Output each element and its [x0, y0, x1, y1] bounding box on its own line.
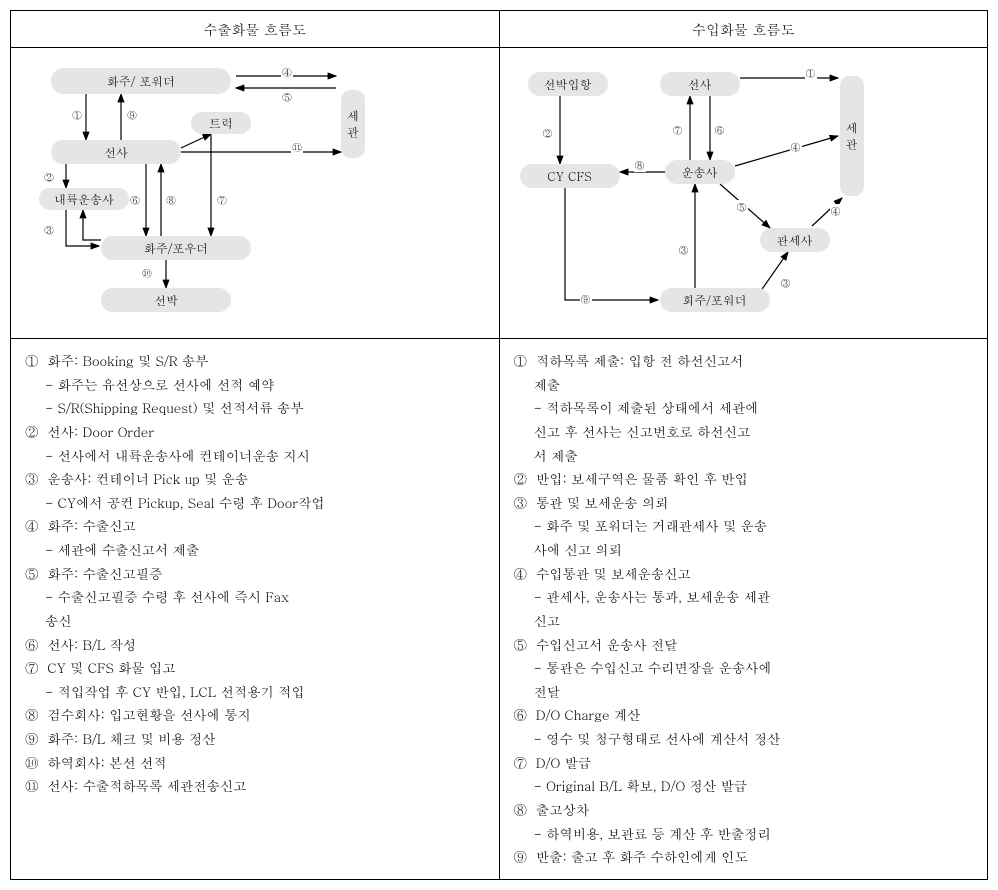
list-sub-item: - 관세사, 운송사는 통과, 보세운송 세관 — [514, 585, 974, 609]
edge-label: ③ — [780, 276, 792, 290]
list-item: ⑨ 화주: B/L 체크 및 비용 정산 — [25, 727, 485, 751]
list-item: ② 선사: Door Order — [25, 420, 485, 444]
list-item: ② 반입: 보세구역은 물품 확인 후 반입 — [514, 467, 974, 491]
list-sub-item: 전달 — [514, 680, 974, 704]
list-item: ⑤ 수입신고서 운송사 전달 — [514, 633, 974, 657]
list-sub-item: - 선사에서 내륙운송사에 컨테이너운송 지시 — [25, 444, 485, 468]
node-broker: 관세사 — [760, 228, 830, 252]
edge-label: ① — [71, 108, 83, 122]
export-description: ① 화주: Booking 및 S/R 송부- 화주는 유선상으로 선사에 선적… — [11, 339, 499, 808]
edge-label: ④ — [830, 204, 842, 218]
edge-label: ② — [542, 126, 554, 140]
edge-label: ⑦ — [216, 193, 228, 207]
list-item: ③ 운송사: 컨테이너 Pick up 및 운송 — [25, 467, 485, 491]
edge-label: ⑧ — [165, 193, 177, 207]
node-arrival: 선박입항 — [528, 72, 608, 96]
list-sub-item: 서 제출 — [514, 444, 974, 468]
list-item: ① 화주: Booking 및 S/R 송부 — [25, 349, 485, 373]
edge-label: ⑤ — [281, 90, 293, 104]
node-shipper3: 회주/포워더 — [660, 288, 770, 312]
edge-label: ③ — [678, 243, 690, 257]
edge-label: ⑨ — [580, 292, 592, 306]
list-item: ③ 통관 및 보세운송 의뢰 — [514, 491, 974, 515]
node-customs2: 세 관 — [840, 76, 864, 196]
export-flowchart: 화주/ 포워더트럭선사 세 관내륙운송사화주/포우더선박 ④ ⑤ ① ⑨ ⑪ ② ⑥ ⑧ ⑦ ③ ⑩ — [11, 48, 499, 338]
node-customs: 세 관 — [341, 90, 365, 158]
list-item: ⑪ 선사: 수출적하목록 세관전송신고 — [25, 774, 485, 798]
header-export: 수출화물 흐름도 — [11, 11, 500, 48]
node-shipper1: 화주/ 포워더 — [51, 68, 231, 94]
list-item: ④ 화주: 수출신고 — [25, 514, 485, 538]
node-cycfs: CY CFS — [520, 164, 620, 188]
list-item: ⑨ 반출: 출고 후 화주 수하인에게 인도 — [514, 845, 974, 869]
edge-label: ③ — [43, 223, 55, 237]
edge-label: ④ — [790, 140, 802, 154]
list-item: ⑥ D/O Charge 계산 — [514, 703, 974, 727]
import-flowchart: 선박입항 선사 세 관 CY CFS 운송사관세사회주/포워더 ① ② ⑦ ⑥ ④ ⑧ ⑤ ④ ③ ③ ⑨ — [500, 48, 988, 338]
list-sub-item: 사에 신고 의뢰 — [514, 538, 974, 562]
edge-label: ⑪ — [291, 140, 303, 154]
node-ship: 선박 — [101, 288, 231, 312]
edge-label: ⑧ — [634, 158, 646, 172]
edge-label: ① — [805, 66, 817, 80]
list-sub-item: - 통관은 수입신고 수리면장을 운송사에 — [514, 656, 974, 680]
list-item: ① 적하목록 제출: 입항 전 하선신고서 — [514, 349, 974, 373]
node-transport: 운송사 — [665, 160, 735, 184]
list-sub-item: - 화주는 유선상으로 선사에 선적 예약 — [25, 373, 485, 397]
list-sub-item: - 영수 및 청구형태로 선사에 계산서 정산 — [514, 727, 974, 751]
list-sub-item: - 적하목록이 제출된 상태에서 세관에 — [514, 396, 974, 420]
cargo-flow-table: 수출화물 흐름도 수입화물 흐름도 화주/ 포워더트럭선사세 관내륙운송사화주/… — [10, 10, 988, 880]
node-inland: 내륙운송사 — [39, 188, 129, 210]
list-item: ⑦ CY 및 CFS 화물 입고 — [25, 656, 485, 680]
node-truck: 트럭 — [191, 112, 251, 134]
list-item: ⑧ 출고상차 — [514, 798, 974, 822]
list-sub-item: - 수출신고필증 수령 후 선사에 즉시 Fax — [25, 585, 485, 609]
node-carrier2: 선사 — [660, 72, 740, 96]
list-sub-item: - Original B/L 확보, D/O 정산 발급 — [514, 774, 974, 798]
edge-label: ② — [43, 170, 55, 184]
list-sub-item: 제출 — [514, 373, 974, 397]
list-sub-item: - S/R(Shipping Request) 및 선적서류 송부 — [25, 396, 485, 420]
list-item: ⑧ 검수회사: 입고현황을 선사에 통지 — [25, 703, 485, 727]
list-sub-item: - 세관에 수출신고서 제출 — [25, 538, 485, 562]
edge-label: ⑤ — [736, 200, 748, 214]
list-item: ⑥ 선사: B/L 작성 — [25, 633, 485, 657]
list-sub-item: - 적입작업 후 CY 반입, LCL 선적용기 적입 — [25, 680, 485, 704]
list-item: ⑦ D/O 발급 — [514, 751, 974, 775]
list-sub-item: - CY에서 공컨 Pickup, Seal 수령 후 Door작업 — [25, 491, 485, 515]
list-sub-item: 신고 후 선사는 신고번호로 하선신고 — [514, 420, 974, 444]
list-item: ⑩ 하역회사: 본선 선적 — [25, 751, 485, 775]
edge-label: ⑥ — [714, 123, 726, 137]
import-description: ① 적하목록 제출: 입항 전 하선신고서제출- 적하목록이 제출된 상태에서 … — [500, 339, 988, 879]
edge-label: ⑦ — [672, 123, 684, 137]
list-sub-item: - 화주 및 포워더는 거래관세사 및 운송 — [514, 514, 974, 538]
node-carrier: 선사 — [51, 140, 181, 164]
list-item: ④ 수입통관 및 보세운송신고 — [514, 562, 974, 586]
node-shipper2: 화주/포우더 — [101, 236, 251, 260]
header-import: 수입화물 흐름도 — [499, 11, 988, 48]
edge-label: ⑩ — [141, 266, 153, 280]
edge-label: ⑨ — [126, 108, 138, 122]
list-sub-item: 송신 — [25, 609, 485, 633]
list-sub-item: 신고 — [514, 609, 974, 633]
edge-label: ⑥ — [129, 193, 141, 207]
edge-label: ④ — [281, 65, 293, 79]
list-sub-item: - 하역비용, 보관료 등 계산 후 반출정리 — [514, 822, 974, 846]
list-item: ⑤ 화주: 수출신고필증 — [25, 562, 485, 586]
